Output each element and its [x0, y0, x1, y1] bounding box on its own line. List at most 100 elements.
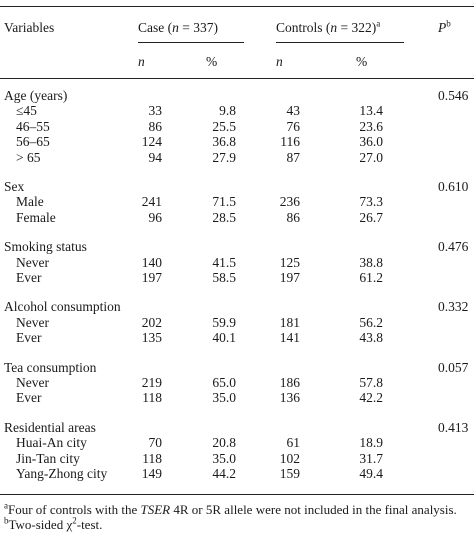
case-subrule — [138, 42, 244, 43]
row-label: Never — [16, 375, 49, 390]
controls-count: 102 — [279, 450, 300, 466]
row-label: Jin-Tan city — [16, 450, 80, 466]
controls-percent: 57.8 — [359, 375, 383, 390]
case-count: 124 — [141, 134, 162, 150]
group-label: Smoking status — [4, 239, 87, 255]
controls-count: 76 — [286, 118, 301, 134]
header-bottom-rule — [0, 78, 474, 79]
group-p-value: 0.610 — [438, 179, 469, 194]
row-label: Huai-An city — [16, 435, 87, 451]
controls-percent: 13.4 — [359, 103, 383, 119]
case-count: 140 — [141, 254, 162, 270]
case-count: 94 — [148, 149, 163, 165]
controls-subrule — [276, 42, 404, 43]
controls-percent: 73.3 — [359, 194, 383, 210]
subheader-case-n: n — [138, 54, 145, 69]
case-count: 149 — [141, 466, 162, 481]
case-percent: 44.2 — [212, 466, 236, 481]
controls-percent: 18.9 — [359, 435, 383, 451]
controls-percent: 61.2 — [359, 270, 383, 285]
header-case: Case (n = 337) — [138, 20, 218, 35]
case-count: 197 — [141, 270, 162, 285]
controls-count: 125 — [279, 254, 300, 270]
controls-count: 43 — [286, 103, 301, 119]
controls-percent: 31.7 — [359, 450, 383, 466]
group-label: Alcohol consumption — [4, 299, 121, 315]
header-controls: Controls (n = 322)a — [276, 18, 381, 35]
controls-count: 159 — [279, 466, 300, 481]
case-count: 33 — [148, 103, 163, 119]
case-count: 118 — [142, 450, 162, 466]
case-count: 241 — [141, 194, 162, 210]
controls-count: 236 — [279, 194, 300, 210]
table-footnotes: aFour of controls with the TSER 4R or 5R… — [4, 500, 470, 532]
row-label: 56–65 — [16, 134, 50, 150]
row-label: Yang-Zhong city — [16, 466, 108, 481]
case-percent: 20.8 — [212, 435, 236, 451]
group-label: Sex — [4, 179, 25, 194]
controls-percent: 27.0 — [359, 149, 383, 165]
controls-percent: 38.8 — [359, 254, 383, 270]
case-percent: 36.8 — [212, 134, 236, 150]
subheader-controls-n: n — [276, 54, 283, 69]
row-label: Never — [16, 314, 49, 330]
controls-percent: 56.2 — [359, 314, 383, 330]
group-p-value: 0.546 — [438, 88, 469, 103]
case-percent: 28.5 — [212, 209, 236, 225]
case-count: 219 — [141, 375, 162, 390]
controls-count: 141 — [279, 330, 300, 346]
case-percent: 35.0 — [212, 450, 236, 466]
case-percent: 58.5 — [212, 270, 236, 285]
row-label: 46–55 — [16, 118, 50, 134]
case-percent: 27.9 — [212, 149, 236, 165]
case-percent: 40.1 — [212, 330, 236, 346]
controls-count: 87 — [286, 149, 301, 165]
row-label: > 65 — [16, 149, 41, 165]
row-label: Never — [16, 254, 49, 270]
case-percent: 41.5 — [212, 254, 236, 270]
header-variables: Variables — [4, 20, 55, 35]
controls-count: 181 — [279, 314, 300, 330]
case-percent: 9.8 — [219, 103, 236, 119]
controls-count: 186 — [279, 375, 300, 390]
row-label: Ever — [16, 270, 42, 285]
footnote-b: bTwo-sided χ2-test. — [4, 515, 103, 532]
row-label: Female — [16, 209, 56, 225]
group-p-value: 0.057 — [438, 359, 469, 375]
top-rule — [0, 6, 474, 7]
group-p-value: 0.332 — [438, 299, 469, 315]
group-label: Age (years) — [4, 88, 68, 103]
case-count: 118 — [142, 390, 162, 406]
case-count: 70 — [148, 435, 163, 451]
group-label: Tea consumption — [4, 359, 97, 375]
controls-count: 86 — [286, 209, 301, 225]
group-p-value: 0.413 — [438, 419, 469, 435]
footnote-a: aFour of controls with the TSER 4R or 5R… — [4, 500, 457, 517]
controls-count: 136 — [279, 390, 300, 406]
controls-count: 116 — [280, 134, 300, 150]
case-count: 86 — [148, 118, 163, 134]
bottom-rule — [0, 494, 474, 495]
controls-percent: 26.7 — [359, 209, 383, 225]
subheader-controls-pct: % — [356, 54, 368, 69]
row-label: Male — [16, 194, 44, 210]
controls-percent: 49.4 — [359, 466, 383, 481]
case-percent: 35.0 — [212, 390, 236, 406]
group-p-value: 0.476 — [438, 239, 469, 255]
case-count: 135 — [141, 330, 162, 346]
row-label: Ever — [16, 390, 42, 406]
subheader-case-pct: % — [206, 54, 218, 69]
controls-count: 197 — [279, 270, 300, 285]
case-percent: 71.5 — [212, 194, 236, 210]
controls-percent: 42.2 — [359, 390, 383, 406]
group-label: Residential areas — [4, 419, 96, 435]
case-count: 202 — [141, 314, 162, 330]
case-percent: 59.9 — [212, 314, 236, 330]
case-percent: 65.0 — [212, 375, 236, 390]
header-p-value: Pb — [438, 18, 451, 35]
case-percent: 25.5 — [212, 118, 236, 134]
controls-count: 61 — [286, 435, 301, 451]
row-label: ≤45 — [16, 103, 37, 119]
controls-percent: 23.6 — [359, 118, 383, 134]
row-label: Ever — [16, 330, 42, 346]
